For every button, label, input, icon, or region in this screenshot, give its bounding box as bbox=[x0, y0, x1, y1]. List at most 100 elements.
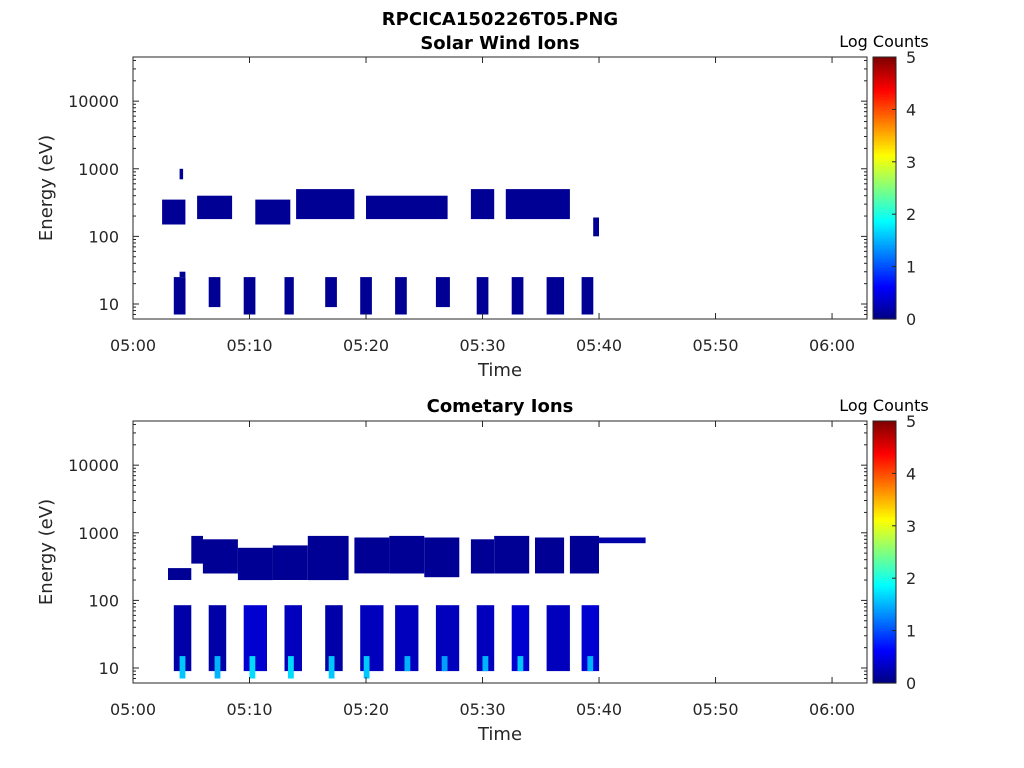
colorbar-segment bbox=[873, 91, 896, 95]
y-ticks: 10 100 1000 10000 bbox=[68, 59, 867, 320]
colorbar-segment bbox=[873, 292, 896, 296]
colorbar-segment bbox=[873, 102, 896, 106]
colorbar-segment bbox=[873, 139, 896, 143]
colorbar-frame bbox=[872, 420, 897, 684]
colorbar-segment bbox=[873, 586, 896, 590]
colorbar-segment bbox=[873, 120, 896, 124]
colorbar-segment bbox=[873, 571, 896, 575]
heatmap-cell bbox=[197, 195, 233, 220]
x-axis-label: Time bbox=[477, 724, 522, 745]
heatmap-cell bbox=[296, 189, 355, 220]
panel-title: Cometary Ions bbox=[427, 396, 574, 417]
colorbar-segment bbox=[873, 305, 896, 309]
colorbar-segment bbox=[873, 277, 896, 281]
colorbar-segment bbox=[873, 451, 896, 455]
colorbar-segment bbox=[873, 255, 896, 259]
colorbar-segment bbox=[873, 312, 896, 316]
colorbar-segment bbox=[873, 177, 896, 180]
colorbar-segment bbox=[873, 218, 896, 222]
colorbar-segment bbox=[873, 656, 896, 660]
colorbar-segment bbox=[873, 183, 896, 187]
colorbar-segment bbox=[873, 231, 896, 235]
colorbar-segment bbox=[873, 602, 896, 605]
colorbar-segment bbox=[873, 578, 896, 581]
colorbar-segment bbox=[873, 297, 896, 300]
colorbar-segment bbox=[873, 471, 896, 474]
colorbar-segment bbox=[873, 268, 896, 272]
heatmap-cell bbox=[505, 189, 570, 220]
x-axis-label: Time bbox=[477, 360, 522, 381]
heatmap-cell bbox=[511, 277, 524, 315]
colorbar-segment bbox=[873, 549, 896, 553]
heatmap-cell bbox=[214, 656, 221, 679]
colorbar-segment bbox=[873, 665, 896, 669]
colorbar: 0 1 2 3 4 5 bbox=[872, 412, 916, 693]
colorbar-segment bbox=[873, 161, 896, 165]
colorbar-segment bbox=[873, 436, 896, 440]
heatmap-cell bbox=[272, 545, 308, 580]
colorbar-segment bbox=[873, 562, 896, 566]
colorbar-segment bbox=[873, 76, 896, 80]
colorbar-segment bbox=[873, 658, 896, 662]
colorbar-segment bbox=[873, 83, 896, 86]
colorbar-tick-label: 2 bbox=[906, 569, 916, 588]
colorbar-segment bbox=[873, 669, 896, 673]
colorbar-segment bbox=[873, 244, 896, 248]
colorbar-segment bbox=[873, 294, 896, 298]
colorbar-segment bbox=[873, 490, 896, 494]
heatmap-cell bbox=[328, 656, 335, 679]
colorbar-segment bbox=[873, 434, 896, 437]
heatmap-cell bbox=[179, 168, 184, 180]
colorbar-tick-label: 5 bbox=[906, 48, 916, 67]
heatmap-cell bbox=[470, 539, 495, 574]
heatmap-cell bbox=[284, 605, 302, 672]
colorbar-segment bbox=[873, 57, 896, 60]
panel-title: Solar Wind Ions bbox=[420, 33, 579, 54]
colorbar-segment bbox=[873, 172, 896, 176]
heatmap-cell bbox=[360, 277, 372, 315]
heatmap-cell bbox=[173, 277, 186, 315]
heatmap-cell bbox=[168, 568, 192, 580]
colorbar-segment bbox=[873, 111, 896, 115]
colorbar-segment bbox=[873, 190, 896, 193]
plot-frame bbox=[132, 420, 868, 684]
colorbar-segment bbox=[873, 645, 896, 649]
colorbar-segment bbox=[873, 150, 896, 154]
colorbar-segment bbox=[873, 449, 896, 453]
colorbar-segment bbox=[873, 170, 896, 174]
colorbar-segment bbox=[873, 188, 896, 191]
colorbar-tick-label: 4 bbox=[906, 100, 916, 119]
heatmap-cell bbox=[255, 199, 291, 225]
colorbar-segment bbox=[873, 222, 896, 226]
colorbar-segment bbox=[873, 442, 896, 446]
colorbar-segment bbox=[873, 469, 896, 472]
colorbar-segment bbox=[873, 124, 896, 128]
y-tick-label: 100 bbox=[88, 227, 119, 246]
colorbar-segment bbox=[873, 488, 896, 492]
colorbar-segment bbox=[873, 129, 896, 132]
heatmap-cell bbox=[363, 656, 370, 679]
heatmap-cell bbox=[389, 535, 425, 574]
colorbar-segment bbox=[873, 560, 896, 564]
heatmap-cell bbox=[288, 656, 294, 679]
colorbar-segment bbox=[873, 628, 896, 632]
colorbar-segment bbox=[873, 634, 896, 638]
colorbar-segment bbox=[873, 205, 896, 209]
colorbar-segment bbox=[873, 552, 896, 555]
colorbar-segment bbox=[873, 532, 896, 536]
colorbar-segment bbox=[873, 238, 896, 241]
colorbar-tick-label: 5 bbox=[906, 412, 916, 431]
colorbar-segment bbox=[873, 316, 896, 320]
colorbar-segment bbox=[873, 573, 896, 577]
colorbar-segment bbox=[873, 288, 896, 292]
colorbar-segment bbox=[873, 427, 896, 431]
colorbar-segment bbox=[873, 113, 896, 117]
colorbar-segment bbox=[873, 499, 896, 503]
colorbar-segment bbox=[873, 554, 896, 557]
x-tick-label: 05:50 bbox=[692, 336, 738, 355]
heatmap-cells bbox=[162, 168, 599, 315]
figure-title: RPCICA150226T05.PNG bbox=[382, 9, 618, 30]
colorbar-segment bbox=[873, 639, 896, 643]
colorbar-segment bbox=[873, 163, 896, 167]
